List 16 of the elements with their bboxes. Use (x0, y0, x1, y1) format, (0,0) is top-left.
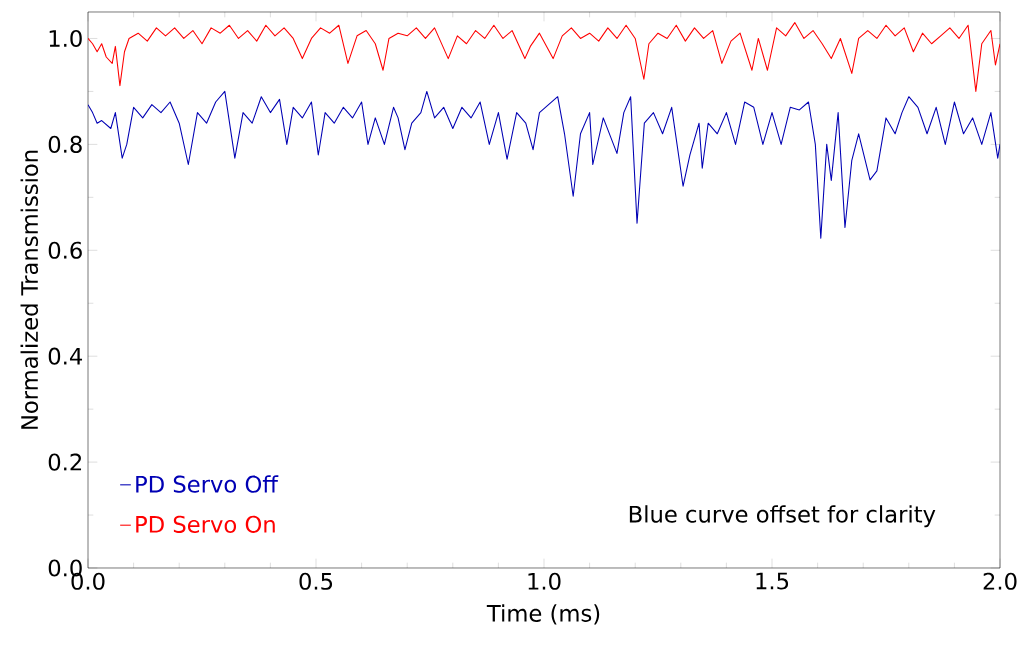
y-tick-label: 1.0 (49, 29, 82, 48)
x-tick-label: 2.0 (983, 572, 1017, 590)
annotation: Blue curve offset for clarity (629, 505, 936, 528)
x-tick-label: 0.5 (299, 572, 333, 590)
y-tick-label: 0.8 (48, 135, 82, 153)
legend-label: PD Servo On (136, 515, 275, 533)
line-series (88, 90, 1001, 239)
line-series (88, 22, 1001, 92)
x-tick-label: 1.0 (528, 572, 561, 590)
y-axis-title: Normalized Transmission (20, 150, 39, 429)
x-axis-title: Time (ms) (486, 604, 600, 625)
y-tick-label: 0.2 (48, 453, 82, 471)
y-tick-label: 0.6 (48, 241, 82, 259)
legend-label: PD Servo Off (136, 475, 279, 493)
x-tick-label: 1.5 (756, 572, 789, 590)
y-tick-label: 0.4 (48, 347, 83, 365)
